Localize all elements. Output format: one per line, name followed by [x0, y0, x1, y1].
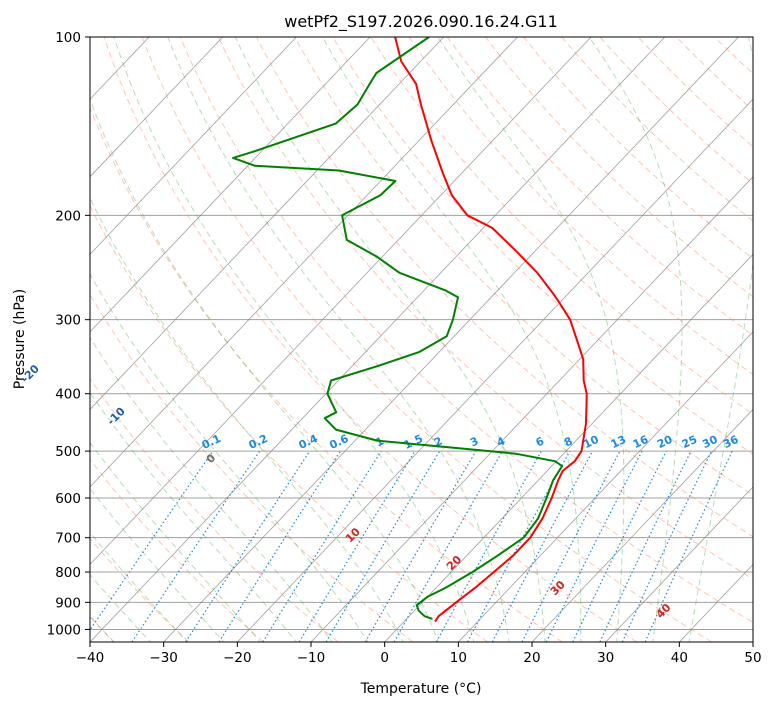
- mixing-ratio-label: 20: [655, 433, 675, 451]
- y-tick-label: 200: [55, 208, 81, 224]
- x-tick-label: −30: [149, 650, 178, 666]
- mixing-ratio-label: 10: [581, 433, 601, 451]
- mixing-ratio-line: [298, 450, 416, 642]
- y-tick-label: 900: [55, 595, 81, 611]
- isotherm-line: [605, 486, 753, 642]
- y-tick-label: 400: [55, 387, 81, 403]
- y-tick-label: 700: [55, 531, 81, 547]
- isotherm-line: [90, 37, 518, 488]
- moist-adiabat-line: [167, 37, 510, 642]
- moist-adiabat-line: [437, 37, 625, 642]
- profile-lines: [232, 37, 588, 623]
- x-tick-label: −10: [297, 650, 326, 666]
- y-tick-label: 1000: [47, 622, 81, 638]
- dry-adiabat-line: [294, 37, 753, 496]
- x-tick-label: 0: [380, 650, 389, 666]
- dry-adiabat-line: [103, 37, 638, 642]
- moist-adiabat-line: [90, 273, 369, 642]
- y-tick-label: 300: [55, 313, 81, 329]
- isotherm-line: [163, 37, 739, 642]
- x-tick-label: 20: [523, 650, 540, 666]
- isotherm-line: [458, 331, 753, 642]
- dewpoint-profile-line: [232, 37, 564, 620]
- mixing-ratio-line: [131, 450, 261, 642]
- x-tick-label: 50: [744, 650, 761, 666]
- isotherm-line: [90, 37, 445, 410]
- isotherm-line: [90, 37, 592, 566]
- mixing-ratio-line: [466, 450, 571, 642]
- mixing-ratio-line: [262, 450, 382, 642]
- background-lines: [90, 37, 753, 642]
- dry-adiabat-line: [90, 106, 563, 642]
- moist-adiabat-line: [322, 37, 582, 642]
- isotherm-line: [90, 37, 371, 333]
- moist-adiabat-line: [90, 196, 404, 642]
- mixing-ratio-label: 30: [700, 433, 720, 451]
- x-tick-label: 30: [597, 650, 614, 666]
- moist-adiabat-line: [588, 37, 683, 642]
- dry-adiabat-line: [599, 37, 753, 185]
- mixing-ratio-label: 36: [721, 433, 741, 451]
- dry-adiabat-line: [90, 458, 264, 642]
- isotherm-line: [90, 37, 297, 255]
- mixing-ratio-line: [435, 450, 542, 642]
- moist-adiabat-line: [90, 391, 297, 642]
- y-tick-label: 800: [55, 565, 81, 581]
- x-tick-label: −20: [223, 650, 252, 666]
- mixing-ratio-label: 13: [609, 433, 628, 451]
- mixing-ratio-line: [545, 450, 643, 642]
- mixing-ratio-line: [572, 450, 667, 642]
- plot-frame: [89, 36, 754, 643]
- moist-adiabat-line: [90, 97, 439, 642]
- temperature-profile-line: [394, 37, 588, 623]
- mixing-ratio-line: [185, 450, 311, 642]
- dry-adiabat-line: [90, 293, 414, 642]
- dry-adiabat-line: [90, 377, 339, 642]
- isotherm-line: [310, 176, 753, 642]
- x-axis-label: Temperature (°C): [360, 681, 482, 697]
- y-tick-label: 100: [55, 30, 81, 46]
- y-axis-label: Pressure (hPa): [12, 289, 28, 389]
- isotherm-line: [90, 37, 666, 642]
- isotherm-line: [531, 408, 753, 642]
- moist-adiabat-line: [688, 37, 753, 642]
- moist-adiabat-line: [234, 37, 546, 642]
- moist-adiabat-line: [113, 37, 475, 642]
- x-tick-label: −40: [76, 650, 105, 666]
- dry-adiabat-line: [141, 37, 712, 642]
- isotherm-line: [90, 37, 224, 178]
- dry-adiabat-line: [485, 37, 753, 298]
- mixing-ratio-line: [393, 450, 504, 642]
- mixing-ratio-label: 25: [680, 433, 699, 451]
- dry-adiabat-line: [408, 37, 753, 375]
- dry-adiabat-line: [637, 37, 753, 148]
- isotherm-line: [237, 98, 753, 642]
- y-tick-label: 600: [55, 491, 81, 507]
- dry-adiabat-line: [446, 37, 753, 336]
- mixing-ratio-label: 16: [631, 433, 651, 451]
- dry-adiabat-line: [370, 37, 753, 415]
- dry-adiabat-line: [332, 37, 753, 455]
- mixing-ratio-line: [90, 450, 214, 631]
- x-tick-label: 40: [671, 650, 688, 666]
- moist-adiabat-line: [90, 336, 333, 642]
- dry-adiabat-line: [179, 37, 753, 623]
- y-tick-label: 500: [55, 444, 81, 460]
- isotherm-line: [384, 253, 753, 642]
- mixing-ratio-line: [644, 450, 733, 642]
- mixing-ratio-line: [218, 450, 342, 642]
- dry-adiabat-line: [217, 37, 753, 580]
- chart-title: wetPf2_S197.2026.090.16.24.G11: [284, 12, 558, 32]
- x-axis-ticks: −40 −30 −20 −10 0 10 20 30 40 50: [76, 642, 762, 666]
- y-axis-ticks: 1000 900 800 700 600 500 400 300 200 100: [47, 30, 90, 638]
- x-tick-label: 10: [450, 650, 467, 666]
